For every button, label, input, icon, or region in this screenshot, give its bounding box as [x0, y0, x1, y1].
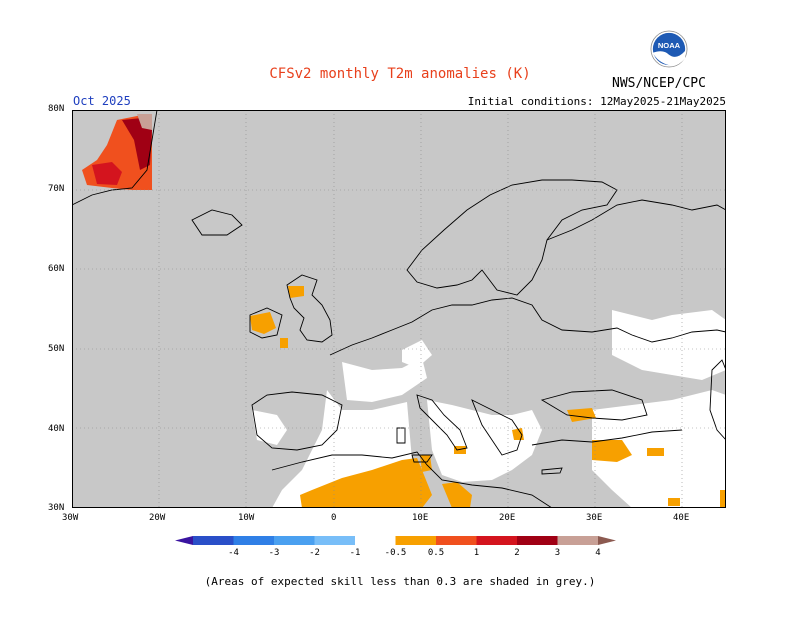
- agency-label: NWS/NCEP/CPC: [612, 76, 706, 91]
- colorbar-label: 2: [514, 548, 519, 558]
- forecast-period: Oct 2025: [73, 94, 131, 108]
- skill-footnote: (Areas of expected skill less than 0.3 a…: [204, 575, 596, 588]
- noaa-logo-text: NOAA: [658, 41, 681, 50]
- lat-label: 70N: [48, 184, 65, 194]
- lon-label: 20W: [149, 513, 166, 523]
- colorbar-left-arrow: [175, 536, 193, 545]
- colorbar-segment: [355, 536, 396, 545]
- colorbar-segment: [193, 536, 234, 545]
- lon-label: 20E: [499, 513, 516, 523]
- colorbar-segment: [274, 536, 315, 545]
- map-frame: [72, 110, 726, 508]
- lon-label: 30W: [62, 513, 79, 523]
- colorbar-label: -2: [309, 548, 320, 558]
- lat-label: 50N: [48, 344, 65, 354]
- colorbar-label: -3: [269, 548, 280, 558]
- colorbar-label: -1: [350, 548, 361, 558]
- anomaly-map: [72, 110, 726, 508]
- lon-label: 0: [331, 513, 337, 523]
- colorbar-segment: [395, 536, 436, 545]
- lat-label: 60N: [48, 264, 65, 274]
- colorbar-label: 4: [595, 548, 600, 558]
- colorbar-segment: [233, 536, 274, 545]
- lon-label: 10E: [412, 513, 429, 523]
- colorbar-label: 3: [555, 548, 560, 558]
- colorbar-segment: [476, 536, 517, 545]
- lon-label: 30E: [586, 513, 603, 523]
- colorbar-label: 0.5: [428, 548, 444, 558]
- lon-label: 10W: [238, 513, 255, 523]
- colorbar-label: 1: [474, 548, 479, 558]
- lon-label: 40E: [673, 513, 690, 523]
- coastlines: [72, 110, 726, 508]
- colorbar-label: -0.5: [385, 548, 407, 558]
- graticule: [72, 110, 726, 508]
- colorbar-label: -4: [228, 548, 239, 558]
- lat-label: 30N: [48, 503, 65, 513]
- noaa-logo: NOAA: [650, 30, 688, 68]
- colorbar-segment: [314, 536, 355, 545]
- map-title: CFSv2 monthly T2m anomalies (K): [269, 66, 531, 82]
- initial-conditions: Initial conditions: 12May2025-21May2025: [467, 95, 726, 108]
- lat-label: 40N: [48, 424, 65, 434]
- colorbar: -4 -3 -2 -1 -0.5 0.5 1 2 3 4: [175, 536, 616, 558]
- colorbar-segment: [517, 536, 558, 545]
- colorbar-segment: [436, 536, 477, 545]
- colorbar-segment: [557, 536, 598, 545]
- colorbar-right-arrow: [598, 536, 616, 545]
- lat-label: 80N: [48, 104, 65, 114]
